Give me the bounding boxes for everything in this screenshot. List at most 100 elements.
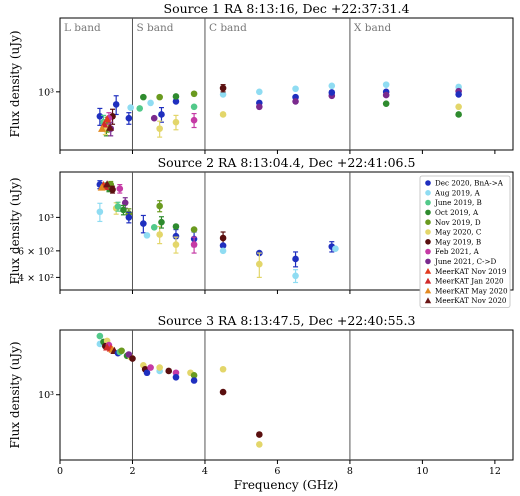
data-point [125,211,133,224]
point-marker [172,93,180,100]
legend-label: Oct 2019, A [435,208,479,217]
legend-label: Aug 2019, A [434,188,481,197]
point-marker [96,332,104,340]
data-point [190,377,198,384]
data-point [219,111,227,118]
legend-item: May 2019, B [425,237,481,246]
point-marker [120,206,127,214]
point-marker [219,242,227,249]
legend-marker [424,287,432,294]
data-point [109,185,116,194]
point-marker [332,245,339,253]
data-point [190,90,198,98]
point-marker [172,232,180,240]
legend-item: June 2021, C->D [425,257,496,266]
data-point [332,245,339,253]
data-point [143,232,151,239]
data-point [156,225,163,245]
legend-box [419,175,511,308]
legend-item: MeerKAT Nov 2019 [424,267,507,276]
data-point [292,269,299,284]
data-point [219,388,227,396]
data-point [256,252,263,279]
legend-marker [425,239,431,245]
data-point [158,216,165,229]
panel-source-2: Source 2 RA 8:13:04.4, Dec +22:41:06.5 10… [8,155,514,308]
data-point [172,236,180,254]
data-point [129,355,136,362]
data-point [156,120,163,138]
legend-marker [425,219,431,225]
legend-marker [424,277,432,284]
point-marker [97,183,106,191]
legend-label: Feb 2021, A [435,247,480,256]
point-marker [219,234,227,242]
data-point [120,204,127,216]
data-point [150,223,158,231]
band-label: L band [64,22,101,34]
legend-marker [425,229,431,235]
point-marker [143,369,151,377]
plot-frame [59,171,514,291]
data-point [190,112,198,129]
point-marker [172,223,180,230]
point-marker [103,343,112,351]
data-point [256,103,263,111]
x-tick-label: 12 [489,466,501,477]
legend-marker [425,199,431,206]
data-point [190,103,198,111]
point-marker [96,208,104,216]
data-point [156,200,163,213]
legend-item: May 2020, C [425,228,482,237]
legend-item: June 2019, B [425,198,482,207]
point-marker [292,98,299,105]
legend-marker [425,180,431,186]
point-marker [190,241,198,248]
point-marker [190,377,198,384]
plot-frame [59,17,514,151]
data-point [147,364,154,371]
data-point [156,93,163,101]
point-marker [292,85,299,93]
point-marker [147,364,154,371]
point-marker [219,388,227,396]
point-marker [328,82,336,90]
point-marker [256,88,263,96]
legend-marker [424,268,432,274]
point-marker [143,232,151,239]
data-point [219,84,227,93]
legend-item: MeerKAT May 2020 [424,286,508,295]
point-marker [106,123,115,131]
data-point [106,123,115,131]
data-point [147,99,154,107]
data-point [158,107,165,123]
point-marker [292,272,299,280]
point-marker [125,114,133,122]
point-marker [98,124,107,132]
x-tick-label: 0 [57,466,63,477]
data-point [382,91,390,99]
point-marker [172,369,180,377]
data-point [328,89,336,96]
legend-label: June 2019, B [434,198,482,207]
data-point [156,364,163,371]
data-point [219,247,227,255]
data-point [219,91,227,98]
y-axis-label: Flux density (uJy) [8,30,22,137]
legend-label: MeerKAT Jan 2020 [435,277,504,286]
data-point [172,373,180,381]
data-point [140,214,147,234]
y-tick-label: 10³ [38,213,54,224]
data-point [103,180,112,188]
data-point [190,372,198,379]
legend-item: Aug 2019, A [425,188,481,197]
point-marker [190,116,198,124]
data-point [219,365,227,373]
data-point [103,115,112,123]
data-point [96,202,104,223]
point-marker [129,355,136,362]
point-marker [455,103,462,111]
point-marker [172,241,180,248]
